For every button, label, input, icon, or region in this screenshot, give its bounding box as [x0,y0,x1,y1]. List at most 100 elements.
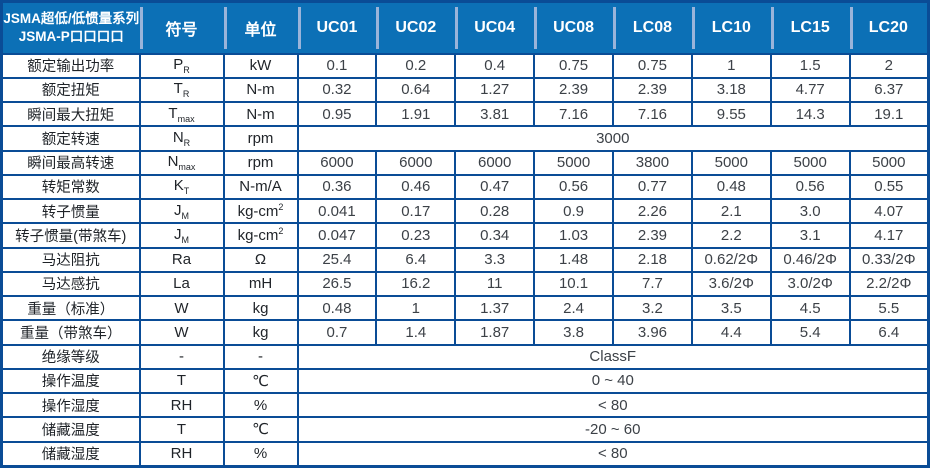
value-cell: 6000 [375,149,457,176]
spec-row: 储藏温度 T ℃ -20 ~ 60 [0,416,930,443]
row-label: 重量（带煞车） [0,319,141,346]
value-cell: 5000 [769,149,851,176]
row-label: 额定输出功率 [0,52,141,79]
value-cell: 0.75 [612,52,693,79]
spec-row: 转矩常数 KT N-m/A 0.36 0.46 0.47 0.56 0.77 0.48 0.56 0… [0,173,930,201]
value-cell: 0.4 [454,52,536,79]
value-cell: 0.77 [612,173,693,201]
value-cell: 5.4 [769,319,851,346]
row-label: 重量（标准） [0,294,141,322]
col-header-model-lc08: LC08 [613,1,692,55]
col-header-unit: 单位 [223,1,298,55]
col-header-model-lc15: LC15 [770,1,850,55]
spec-row: 额定输出功率 PR kW 0.1 0.2 0.4 0.75 0.75 1 1.5 2 [0,52,930,79]
merged-value-cell: 3000 [296,125,930,152]
symbol-cell: Tmax [138,100,225,128]
spec-table-body: 额定输出功率 PR kW 0.1 0.2 0.4 0.75 0.75 1 1.5 2 额定扭矩 TR N-… [0,52,930,468]
value-cell: 0.041 [296,197,378,225]
value-cell: 3.6/2Φ [690,270,772,298]
row-label: 瞬间最大扭矩 [0,100,141,128]
value-cell: 0.047 [296,222,378,249]
value-cell: 0.48 [690,173,772,201]
symbol-cell: T [138,416,225,443]
value-cell: 6.4 [375,246,457,273]
spec-row: 储藏湿度 RH% < 80 [0,440,930,468]
value-cell: 1.4 [375,319,457,346]
value-cell: 0.64 [375,76,457,104]
value-cell: 2.26 [612,197,693,225]
symbol-cell: NR [138,125,225,152]
row-label: 绝缘等级 [0,343,141,370]
value-cell: 0.34 [454,222,536,249]
series-title-line2: JSMA-P口口口口 [18,28,124,44]
value-cell: 2.1 [690,197,772,225]
col-header-model-lc10: LC10 [691,1,771,55]
value-cell: 6000 [454,149,536,176]
symbol-cell: - [138,343,225,370]
value-cell: 1.91 [375,100,457,128]
symbol-cell: RH [138,391,225,419]
value-cell: 4.4 [690,319,772,346]
value-cell: 1.03 [533,222,614,249]
unit-cell: % [222,440,299,468]
row-label: 转子惯量(带煞车) [0,222,141,249]
row-label: 额定转速 [0,125,141,152]
series-title: JSMA超低/低惯量系列 JSMA-P口口口口 [1,1,140,55]
row-label: 储藏温度 [0,416,141,443]
symbol-cell: KT [138,173,225,201]
spec-row: 绝缘等级 - - ClassF [0,343,930,370]
value-cell: 0.9 [533,197,614,225]
value-cell: 2.39 [533,76,614,104]
spec-row: 操作湿度 RH% < 80 [0,391,930,419]
symbol-cell: JM [138,197,225,225]
value-cell: 3.1 [769,222,851,249]
value-cell: 4.5 [769,294,851,322]
unit-cell: rpm [222,149,299,176]
col-header-model-uc01: UC01 [297,1,377,55]
spec-row: 操作温度 T ℃ 0 ~ 40 [0,367,930,395]
symbol-cell: JM [138,222,225,249]
row-label: 瞬间最高转速 [0,149,141,176]
row-label: 马达阻抗 [0,246,141,273]
value-cell: 3.2 [612,294,693,322]
value-cell: 3.81 [454,100,536,128]
col-header-model-uc02: UC02 [376,1,456,55]
value-cell: 2 [848,52,930,79]
unit-cell: kg-cm2 [222,222,299,249]
series-title-line1: JSMA超低/低惯量系列 [3,11,140,27]
value-cell: 26.5 [296,270,378,298]
value-cell: 4.77 [769,76,851,104]
merged-value-cell: < 80 [296,391,930,419]
symbol-cell: W [138,319,225,346]
col-header-model-uc08: UC08 [534,1,613,55]
value-cell: 6.4 [848,319,930,346]
value-cell: 0.28 [454,197,536,225]
spec-row: 瞬间最大扭矩 Tmax N-m 0.95 1.91 3.81 7.16 7.16 9.55 14.… [0,100,930,128]
unit-cell: N-m/A [222,173,299,201]
value-cell: 2.2 [690,222,772,249]
col-header-symbol: 符号 [139,1,224,55]
value-cell: 0.46 [375,173,457,201]
merged-value-cell: 0 ~ 40 [296,367,930,395]
value-cell: 4.07 [848,197,930,225]
value-cell: 0.46/2Φ [769,246,851,273]
unit-cell: kg [222,319,299,346]
spec-row: 转子惯量(带煞车) JM kg-cm2 0.047 0.23 0.34 1.03 2.39 2.… [0,222,930,249]
value-cell: 10.1 [533,270,614,298]
row-label: 操作湿度 [0,391,141,419]
value-cell: 11 [454,270,536,298]
value-cell: 2.2/2Φ [848,270,930,298]
row-label: 马达感抗 [0,270,141,298]
value-cell: 0.62/2Φ [690,246,772,273]
symbol-cell: PR [138,52,225,79]
value-cell: 0.7 [296,319,378,346]
value-cell: 0.33/2Φ [848,246,930,273]
spec-row: 马达阻抗 Ra Ω 25.4 6.4 3.3 1.48 2.18 0.62/2Φ 0.46/2Φ 0… [0,246,930,273]
value-cell: 0.48 [296,294,378,322]
value-cell: 1.48 [533,246,614,273]
value-cell: 0.47 [454,173,536,201]
value-cell: 14.3 [769,100,851,128]
